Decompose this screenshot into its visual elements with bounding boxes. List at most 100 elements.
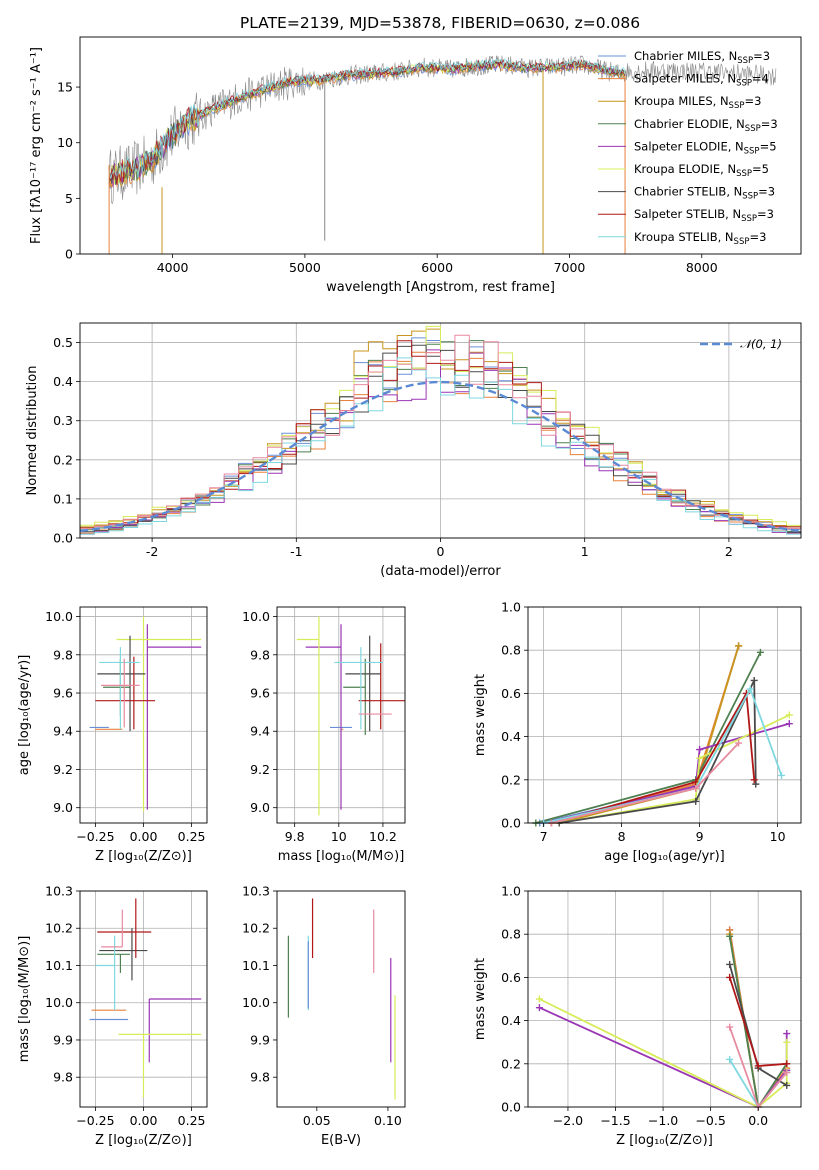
mass-vs-ebv-panel: 0.05 0.10 9.8 9.9 10.0 10.1 10.2 10.3 E(B-V)	[242, 884, 406, 1148]
y-tick-label: 9.4	[250, 724, 270, 739]
y-tick-label: 1.0	[501, 600, 521, 615]
y-tick-label: 0.6	[501, 970, 521, 985]
histogram-step	[80, 357, 801, 535]
mass-vs-metallicity-panel: −0.25 0.00 0.25 9.8 9.9 10.0 10.1 10.2 10.3 Z [lo…	[17, 884, 208, 1148]
plus-marker	[783, 1081, 791, 1089]
plus-marker	[726, 960, 734, 968]
x-tick-label: 0.0	[748, 1113, 768, 1128]
y-tick-label: 0.2	[53, 452, 73, 467]
x-tick-label: 7	[540, 829, 548, 844]
x-tick-label: 0.05	[303, 1113, 331, 1128]
x-tick-label: 1	[581, 544, 589, 559]
mass-weight-line	[559, 680, 757, 824]
y-tick-label: 0.4	[501, 1013, 521, 1028]
axes-frame	[276, 890, 406, 1108]
age-vs-mass-panel: 9.8 10 10.2 9.0 9.2 9.4 9.6 9.8 10.0 mass [log₁₀(…	[242, 606, 406, 864]
axes-frame	[527, 606, 802, 824]
plus-marker	[696, 754, 704, 762]
y-tick-label: 9.8	[250, 1070, 270, 1085]
x-axis-label: Z [log₁₀(Z/Z⊙)]	[616, 1133, 713, 1148]
x-tick-label: 2	[725, 544, 733, 559]
x-tick-label: -1	[290, 544, 302, 559]
x-tick-label: 9	[696, 829, 704, 844]
y-tick-label: 10.1	[45, 958, 73, 973]
mass-weight-line	[551, 690, 756, 824]
mass-weight-line	[543, 722, 790, 824]
legend-label: 𝒩(0, 1)	[740, 337, 782, 351]
histogram-step	[80, 334, 801, 529]
y-tick-label: 9.0	[250, 800, 270, 815]
plus-marker	[785, 720, 793, 728]
x-tick-label: 0.25	[178, 1113, 206, 1128]
model-spectrum-line	[108, 58, 626, 179]
y-tick-label: 0.4	[501, 729, 521, 744]
y-axis-label: mass weight	[473, 958, 488, 1040]
y-tick-label: 10.0	[45, 995, 73, 1010]
y-axis-label: age [log₁₀(age/yr)]	[17, 655, 32, 776]
plus-marker	[696, 746, 704, 754]
y-tick-label: 0.4	[53, 374, 73, 389]
x-tick-label: −1.0	[648, 1113, 678, 1128]
y-tick-label: 10.2	[242, 921, 270, 936]
legend-label: Chabrier STELIB, NSSP=3	[634, 185, 775, 202]
y-tick-label: 0.3	[53, 413, 73, 428]
model-spectrum-line	[108, 59, 626, 186]
y-tick-label: 10.2	[45, 921, 73, 936]
x-tick-label: 0.10	[374, 1113, 402, 1128]
axes-frame	[79, 36, 802, 255]
plus-marker	[726, 1055, 734, 1063]
y-tick-label: 1.0	[501, 884, 521, 899]
x-axis-label: (data-model)/error	[380, 564, 501, 579]
x-tick-label: −2.0	[553, 1113, 583, 1128]
y-tick-label: 9.6	[53, 686, 73, 701]
x-tick-label: 8	[618, 829, 626, 844]
plus-marker	[750, 776, 758, 784]
normal-curve	[79, 380, 802, 533]
plus-marker	[756, 648, 764, 656]
x-tick-label: −1.5	[600, 1113, 630, 1128]
mass-weight-line	[539, 645, 740, 824]
x-tick-label: 10	[331, 829, 347, 844]
plus-marker	[726, 932, 734, 940]
plus-marker	[750, 676, 758, 684]
legend-label: Kroupa ELODIE, NSSP=5	[634, 162, 769, 179]
x-tick-label: 10.2	[369, 829, 397, 844]
y-tick-label: 9.2	[53, 762, 73, 777]
y-tick-label: 0.2	[501, 1056, 521, 1071]
x-tick-label: 8000	[686, 260, 718, 275]
plus-marker	[692, 778, 700, 786]
y-tick-label: 9.2	[250, 762, 270, 777]
x-tick-label: -2	[146, 544, 158, 559]
age-vs-metallicity-panel: −0.25 0.00 0.25 9.0 9.2 9.4 9.6 9.8 10.0 Z [log₁₀…	[17, 606, 208, 864]
y-axis-label: mass weight	[473, 674, 488, 756]
y-tick-label: 0.0	[53, 531, 73, 546]
x-axis-label: Z [log₁₀(Z/Z⊙)]	[95, 849, 192, 864]
legend-label: Kroupa MILES, NSSP=3	[634, 94, 761, 111]
plus-marker	[783, 1068, 791, 1076]
y-tick-label: 9.0	[53, 800, 73, 815]
massweight-vs-metallicity-panel: −2.0 −1.5 −1.0 −0.5 0.0 0.0 0.2 0.4 0.6 0.8 1.0 Z […	[473, 884, 802, 1148]
y-tick-label: 10.1	[242, 958, 270, 973]
spectrum-panel: Chabrier MILES, NSSP=3 Salpeter MILES, NS…	[29, 36, 802, 295]
y-tick-label: 10.0	[45, 609, 73, 624]
y-tick-label: 0.5	[53, 335, 73, 350]
x-tick-label: 7000	[554, 260, 586, 275]
model-spectrum-line	[108, 61, 626, 188]
y-tick-label: 0.0	[501, 816, 521, 831]
y-tick-label: 5	[65, 191, 73, 206]
y-tick-label: 0.8	[501, 643, 521, 658]
legend-label: Chabrier MILES, NSSP=3	[634, 49, 770, 66]
y-tick-label: 9.6	[250, 686, 270, 701]
x-tick-label: 0	[437, 544, 445, 559]
mass-weight-line	[543, 686, 783, 824]
y-axis-label: Normed distribution	[25, 366, 40, 496]
x-tick-label: 0.25	[178, 829, 206, 844]
plus-marker	[535, 1004, 543, 1012]
plus-marker	[778, 771, 785, 779]
x-axis-label: mass [log₁₀(M/M⊙)]	[278, 849, 405, 864]
plus-marker	[783, 1060, 791, 1068]
massweight-vs-age-panel: 7 8 9 10 0.0 0.2 0.4 0.6 0.8 1.0 age [log₁₀(age/yr…	[473, 600, 802, 864]
x-tick-label: 5000	[289, 260, 321, 275]
axes-frame	[276, 606, 406, 824]
